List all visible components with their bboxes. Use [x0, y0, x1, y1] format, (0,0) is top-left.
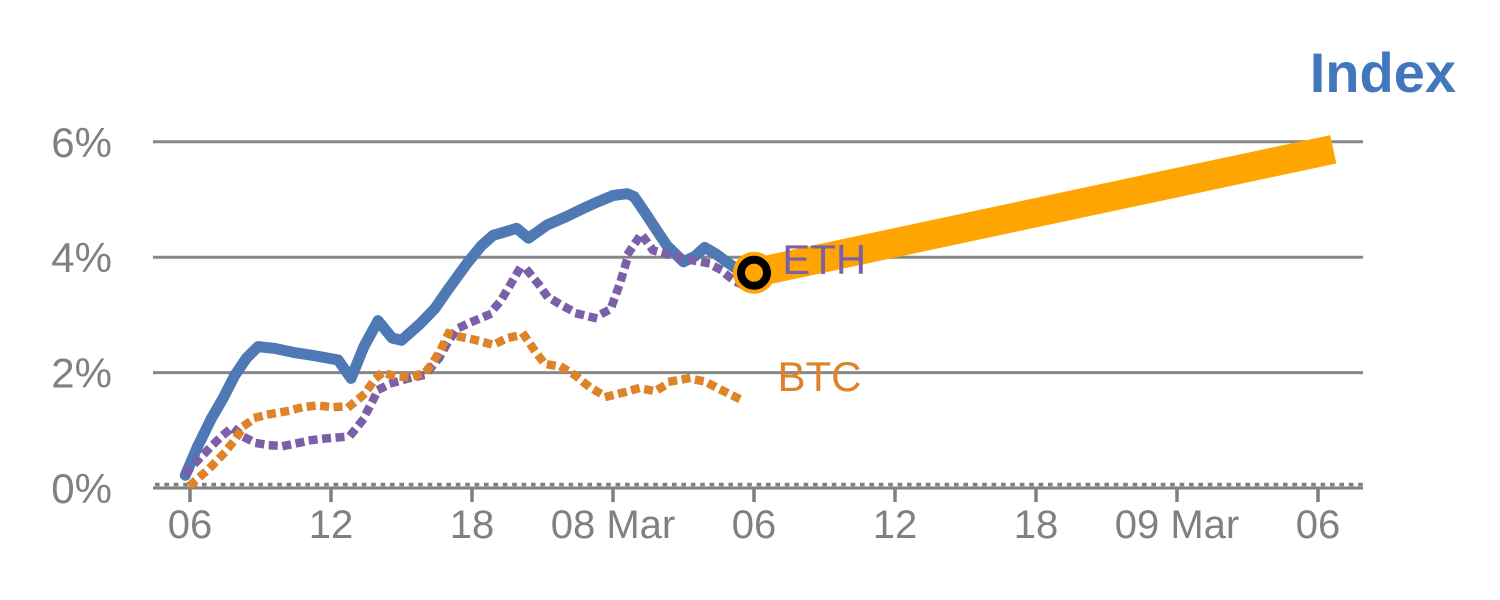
x-tick-label: 08 Mar — [551, 503, 676, 547]
series-index-projection — [750, 135, 1337, 287]
y-tick-label: 6% — [51, 119, 112, 166]
y-tick-label: 0% — [51, 465, 112, 512]
series-label-eth: ETH — [782, 236, 866, 283]
y-tick-labels: 0% 2% 4% 6% — [51, 119, 112, 512]
y-tick-label: 4% — [51, 234, 112, 281]
series-eth — [181, 226, 751, 477]
x-tick-label: 06 — [732, 503, 777, 547]
x-tick-label: 12 — [873, 503, 918, 547]
x-tick-label: 18 — [1014, 503, 1059, 547]
x-axis — [153, 482, 1363, 502]
series-index — [179, 188, 760, 481]
x-tick-label: 06 — [168, 503, 213, 547]
x-tick-label: 09 Mar — [1115, 503, 1240, 547]
x-tick-label: 06 — [1296, 503, 1341, 547]
y-tick-label: 2% — [51, 350, 112, 397]
x-tick-label: 12 — [309, 503, 354, 547]
series-btc — [186, 328, 744, 490]
projection-start-marker — [733, 251, 775, 294]
x-tick-labels: 06 12 18 08 Mar 06 12 18 09 Mar 06 — [168, 503, 1341, 547]
chart-title: Index — [1309, 41, 1456, 104]
series-label-btc: BTC — [778, 353, 862, 400]
x-tick-label: 18 — [450, 503, 495, 547]
